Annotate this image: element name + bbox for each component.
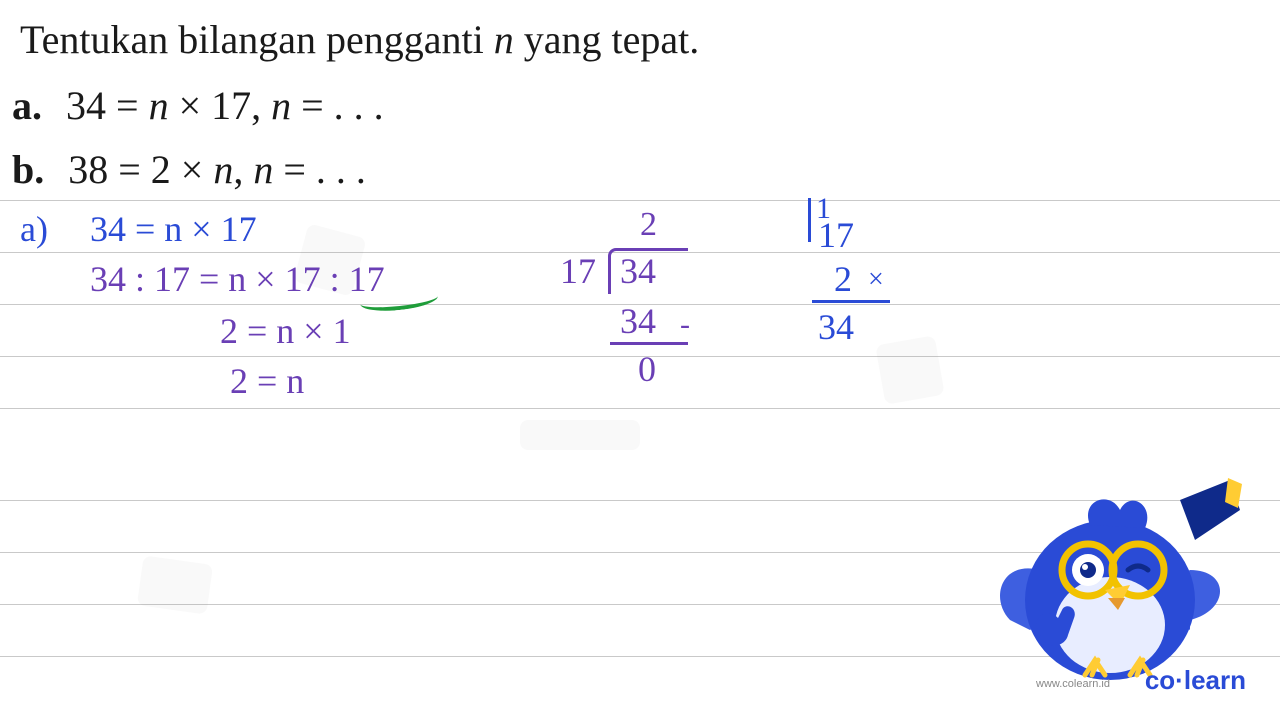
problem-b: b. 38 = 2 × n, n = . . . [12, 146, 366, 193]
mult-underline [812, 300, 890, 303]
watermark [875, 335, 945, 405]
watermark [520, 420, 640, 450]
problem-a-var1: n [149, 83, 169, 128]
ldiv-sub: 34 [620, 300, 656, 342]
ldiv-divisor: 17 [560, 250, 596, 292]
rule-line [0, 408, 1280, 409]
problem-a-post: = . . . [291, 83, 384, 128]
title-var: n [494, 17, 514, 62]
mult-result: 34 [818, 306, 854, 348]
work-a-label: a) [20, 208, 48, 250]
problem-a-pre: 34 = [66, 83, 149, 128]
ldiv-minus: - [680, 308, 690, 342]
work-line2: 34 : 17 = n × 17 : 17 [90, 258, 385, 300]
work-line1: 34 = n × 17 [90, 208, 257, 250]
logo-dot: · [1175, 665, 1184, 695]
ldiv-rem: 0 [638, 348, 656, 390]
logo-pre: co [1145, 665, 1175, 695]
ldiv-underline [610, 342, 688, 345]
page-title: Tentukan bilangan pengganti n yang tepat… [20, 16, 699, 63]
problem-a-var2: n [271, 83, 291, 128]
problem-a-label: a. [12, 83, 42, 128]
mult-factor: 2 [834, 258, 852, 300]
problem-b-pre: 38 = 2 × [68, 147, 213, 192]
mult-x: × [868, 264, 884, 296]
work-line4: 2 = n [230, 360, 304, 402]
work-line3: 2 = n × 1 [220, 310, 351, 352]
logo-post: learn [1184, 665, 1246, 695]
mult-carry-line [808, 198, 811, 242]
title-post: yang tepat. [514, 17, 700, 62]
problem-b-label: b. [12, 147, 44, 192]
problem-b-var1: n [213, 147, 233, 192]
mult-top: 17 [818, 214, 854, 256]
mascot-bird-icon [980, 470, 1250, 690]
logo: co·learn [1145, 665, 1246, 696]
title-pre: Tentukan bilangan pengganti [20, 17, 494, 62]
ldiv-dividend: 34 [620, 250, 656, 292]
problem-a-mid: × 17, [169, 83, 272, 128]
problem-b-mid: , [233, 147, 253, 192]
logo-url: www.colearn.id [1036, 678, 1110, 690]
problem-b-var2: n [253, 147, 273, 192]
watermark [137, 555, 213, 614]
ldiv-quotient: 2 [640, 206, 657, 244]
problem_b-post: = . . . [273, 147, 366, 192]
problem-a: a. 34 = n × 17, n = . . . [12, 82, 384, 129]
rule-line [0, 200, 1280, 201]
